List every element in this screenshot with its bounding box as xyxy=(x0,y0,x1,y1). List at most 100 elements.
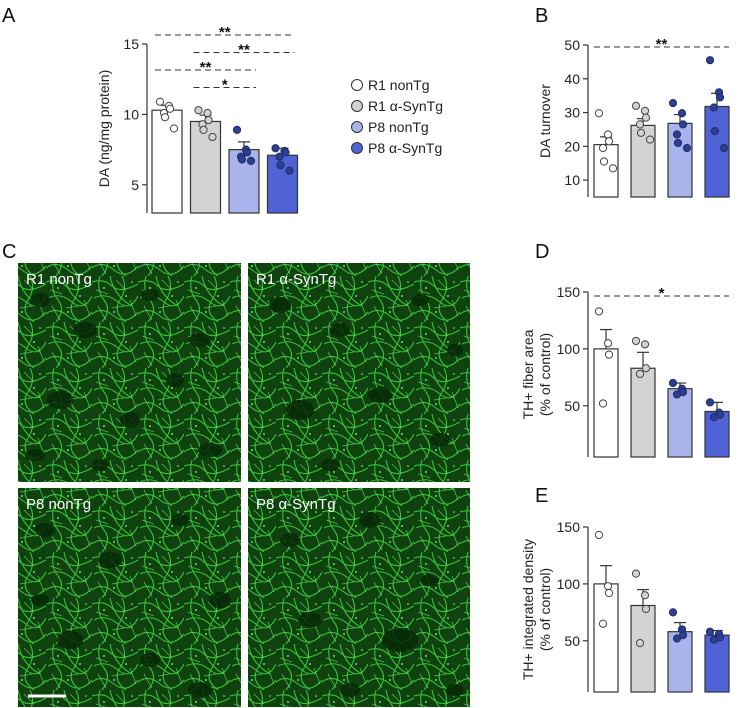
data-point xyxy=(608,164,618,173)
legend-item: R1 nonTg xyxy=(351,77,429,93)
bar-r1-nontg xyxy=(593,583,619,693)
legend-marker-p8-asyntg xyxy=(351,142,363,154)
data-point xyxy=(594,307,604,316)
data-point xyxy=(640,591,650,600)
legend-label: P8 nonTg xyxy=(368,119,429,135)
y-tick-label: 150 xyxy=(557,284,581,300)
data-point xyxy=(598,619,608,628)
legend-item: P8 nonTg xyxy=(351,119,429,135)
y-axis-label: DA (ng/mg protein) xyxy=(96,70,112,188)
data-point xyxy=(635,369,645,379)
micrograph-label: P8 α-SynTg xyxy=(256,496,336,513)
cell-body xyxy=(57,631,83,649)
data-point xyxy=(271,144,280,153)
data-point xyxy=(640,340,650,349)
cell-body xyxy=(73,322,97,338)
data-point xyxy=(709,103,719,112)
data-point xyxy=(710,127,720,136)
y-tick-label: 50 xyxy=(564,37,580,53)
y-tick-label: 50 xyxy=(564,633,580,649)
y-tick-label: 5 xyxy=(131,177,139,193)
data-point xyxy=(598,143,608,153)
cell-body xyxy=(35,523,55,537)
data-point xyxy=(641,113,651,122)
data-point xyxy=(641,364,651,373)
cell-body xyxy=(31,594,49,606)
data-point xyxy=(203,108,212,118)
legend-item: P8 α-SynTg xyxy=(351,140,442,156)
cell-body xyxy=(321,459,339,471)
significance-label: * xyxy=(659,285,665,302)
bar-p8-nontg xyxy=(667,388,693,458)
panel-letter-c: C xyxy=(2,241,16,263)
data-point xyxy=(645,135,655,144)
cell-body xyxy=(189,333,211,347)
cell-body xyxy=(209,592,231,608)
data-point xyxy=(604,350,614,359)
y-tick-label: 40 xyxy=(564,71,580,87)
bar-r1-asyntg xyxy=(630,604,656,693)
bar-r1-asyntg xyxy=(630,367,656,458)
data-point xyxy=(604,137,614,146)
data-point xyxy=(285,166,294,175)
chart-th-integrated-density: 50 100 150 TH+ integrated density (% of cont… xyxy=(520,519,730,693)
data-point xyxy=(668,608,678,617)
y-tick-label: 100 xyxy=(557,576,581,592)
data-point xyxy=(631,569,641,578)
micrograph-p8-nontg: P8 nonTg xyxy=(18,488,241,707)
cell-body xyxy=(47,391,73,409)
data-point xyxy=(242,148,252,157)
data-point xyxy=(603,130,613,139)
cell-body xyxy=(120,412,140,428)
cell-body xyxy=(141,289,159,301)
cell-body xyxy=(286,400,314,420)
cell-body xyxy=(188,682,212,698)
cell-body xyxy=(359,512,381,528)
data-point xyxy=(709,413,719,422)
data-point xyxy=(719,143,729,153)
micrograph-r1-asyntg: R1 α-SynTg xyxy=(248,263,470,482)
data-point xyxy=(208,132,217,142)
y-axis-label: (% of control) xyxy=(537,333,553,416)
cell-body xyxy=(198,443,222,457)
data-point xyxy=(631,336,641,346)
data-point xyxy=(204,115,213,125)
data-point xyxy=(603,582,613,591)
significance-label: * xyxy=(222,77,228,94)
y-tick-label: 10 xyxy=(123,106,139,122)
cell-body-shadows xyxy=(25,289,464,698)
cell-body xyxy=(430,433,450,447)
cell-body xyxy=(280,533,300,547)
data-point xyxy=(160,113,170,122)
panel-letter-b: B xyxy=(535,5,548,27)
data-point xyxy=(275,152,284,161)
micrograph-label: R1 nonTg xyxy=(26,271,92,288)
data-point xyxy=(232,125,242,135)
data-point xyxy=(672,390,682,399)
cell-body xyxy=(171,514,189,526)
y-tick-label: 150 xyxy=(557,519,581,535)
data-point xyxy=(169,124,179,133)
data-point xyxy=(705,627,715,636)
data-point xyxy=(709,635,719,644)
data-point xyxy=(594,109,604,118)
data-point xyxy=(673,138,683,148)
micrograph-label: R1 α-SynTg xyxy=(256,271,336,288)
data-point xyxy=(641,604,651,614)
data-point xyxy=(165,104,175,113)
panel-letter-d: D xyxy=(535,241,549,263)
legend-label: R1 α-SynTg xyxy=(368,98,443,114)
data-point xyxy=(705,398,715,407)
significance-label: ** xyxy=(219,24,231,41)
legend: R1 nonTg R1 α-SynTg P8 nonTg P8 α-SynTg xyxy=(351,77,443,156)
bar-r1-nontg xyxy=(151,109,183,214)
y-tick-label: 100 xyxy=(557,341,581,357)
data-point xyxy=(678,120,688,129)
data-point xyxy=(672,634,682,643)
data-point xyxy=(636,128,646,137)
data-point xyxy=(598,399,608,408)
data-point xyxy=(194,106,203,115)
data-point xyxy=(603,339,613,348)
chart-th-fiber-area: 50 100 150 TH+ fiber area (% of control) * xyxy=(520,284,730,458)
significance-label: ** xyxy=(200,59,212,76)
